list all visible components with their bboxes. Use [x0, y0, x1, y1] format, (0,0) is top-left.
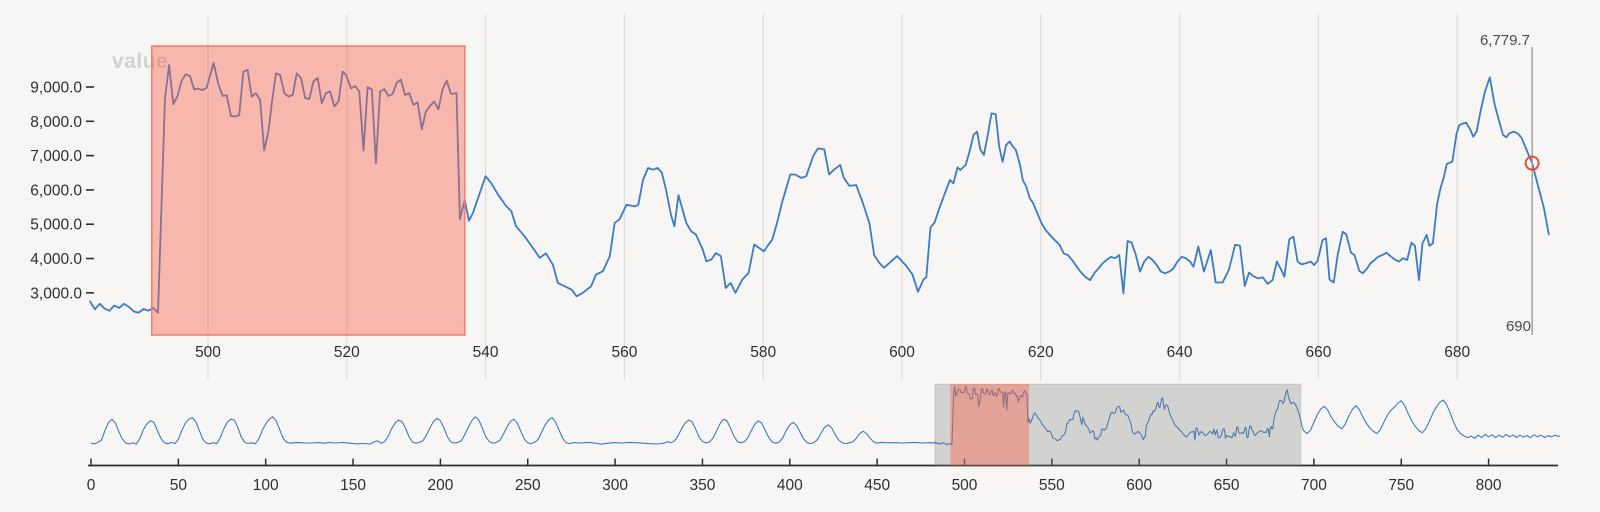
highlight-region-layer[interactable]: [151, 45, 466, 336]
crosshair-x-label: 690: [1505, 318, 1531, 335]
x-tick-label: 560: [611, 344, 637, 361]
y-tick-label: 5,000.0: [30, 217, 82, 234]
series-watermark: value: [112, 50, 169, 73]
navigator-tick-label: 750: [1388, 477, 1414, 494]
navigator-tick-label: 100: [253, 477, 279, 494]
main-series-line: [89, 62, 1550, 314]
x-tick-label: 680: [1444, 344, 1470, 361]
navigator-tick-label: 0: [87, 477, 96, 494]
main-x-axis: 500 520 540 560 580 600 620 640 660 680: [195, 344, 1470, 361]
x-tick-label: 520: [334, 344, 360, 361]
brush-selection[interactable]: [934, 383, 1302, 466]
crosshair-value-label: 6,779.7: [1479, 32, 1530, 49]
navigator-tick-label: 150: [340, 477, 366, 494]
y-tick-label: 6,000.0: [30, 182, 82, 199]
main-y-axis: 9,000.0 8,000.0 7,000.0 6,000.0 5,000.0 4,000…: [30, 80, 94, 302]
main-gridlines: [207, 14, 1458, 380]
navigator-tick-label: 200: [427, 477, 453, 494]
navigator-tick-label: 650: [1214, 477, 1240, 494]
crosshair-marker: [1524, 155, 1540, 171]
x-tick-label: 500: [195, 344, 221, 361]
y-tick-label: 7,000.0: [30, 148, 82, 165]
navigator-tick-label: 300: [602, 477, 628, 494]
y-tick-label: 9,000.0: [30, 80, 82, 97]
x-tick-label: 660: [1305, 344, 1331, 361]
navigator-tick-label: 450: [864, 477, 890, 494]
navigator-line: [90, 385, 1561, 446]
x-tick-label: 620: [1028, 344, 1054, 361]
brush-selection-layer[interactable]: [934, 383, 1302, 466]
navigator-highlight-region[interactable]: [950, 384, 1030, 466]
navigator-tick-label: 250: [515, 477, 541, 494]
navigator-tick-label: 350: [690, 477, 716, 494]
navigator-tick-label: 600: [1126, 477, 1152, 494]
highlight-region[interactable]: [151, 45, 466, 336]
navigator-series: [90, 385, 1561, 446]
main-series: [89, 62, 1550, 314]
y-tick-label: 4,000.0: [30, 251, 82, 268]
navigator-x-axis: 0 50 100 150 200 250 300 350 400 450 500 550 600 650 7…: [87, 458, 1558, 494]
y-tick-label: 3,000.0: [30, 285, 82, 302]
navigator-tick-label: 50: [170, 477, 188, 494]
navigator-tick-label: 400: [777, 477, 803, 494]
navigator-tick-label: 800: [1476, 477, 1502, 494]
x-tick-label: 640: [1167, 344, 1193, 361]
x-tick-label: 540: [473, 344, 499, 361]
navigator-tick-label: 550: [1039, 477, 1065, 494]
navigator-tick-label: 700: [1301, 477, 1327, 494]
crosshair: [1524, 47, 1540, 335]
x-tick-label: 580: [750, 344, 776, 361]
y-tick-label: 8,000.0: [30, 114, 82, 131]
navigator-tick-label: 500: [952, 477, 978, 494]
x-tick-label: 600: [889, 344, 915, 361]
